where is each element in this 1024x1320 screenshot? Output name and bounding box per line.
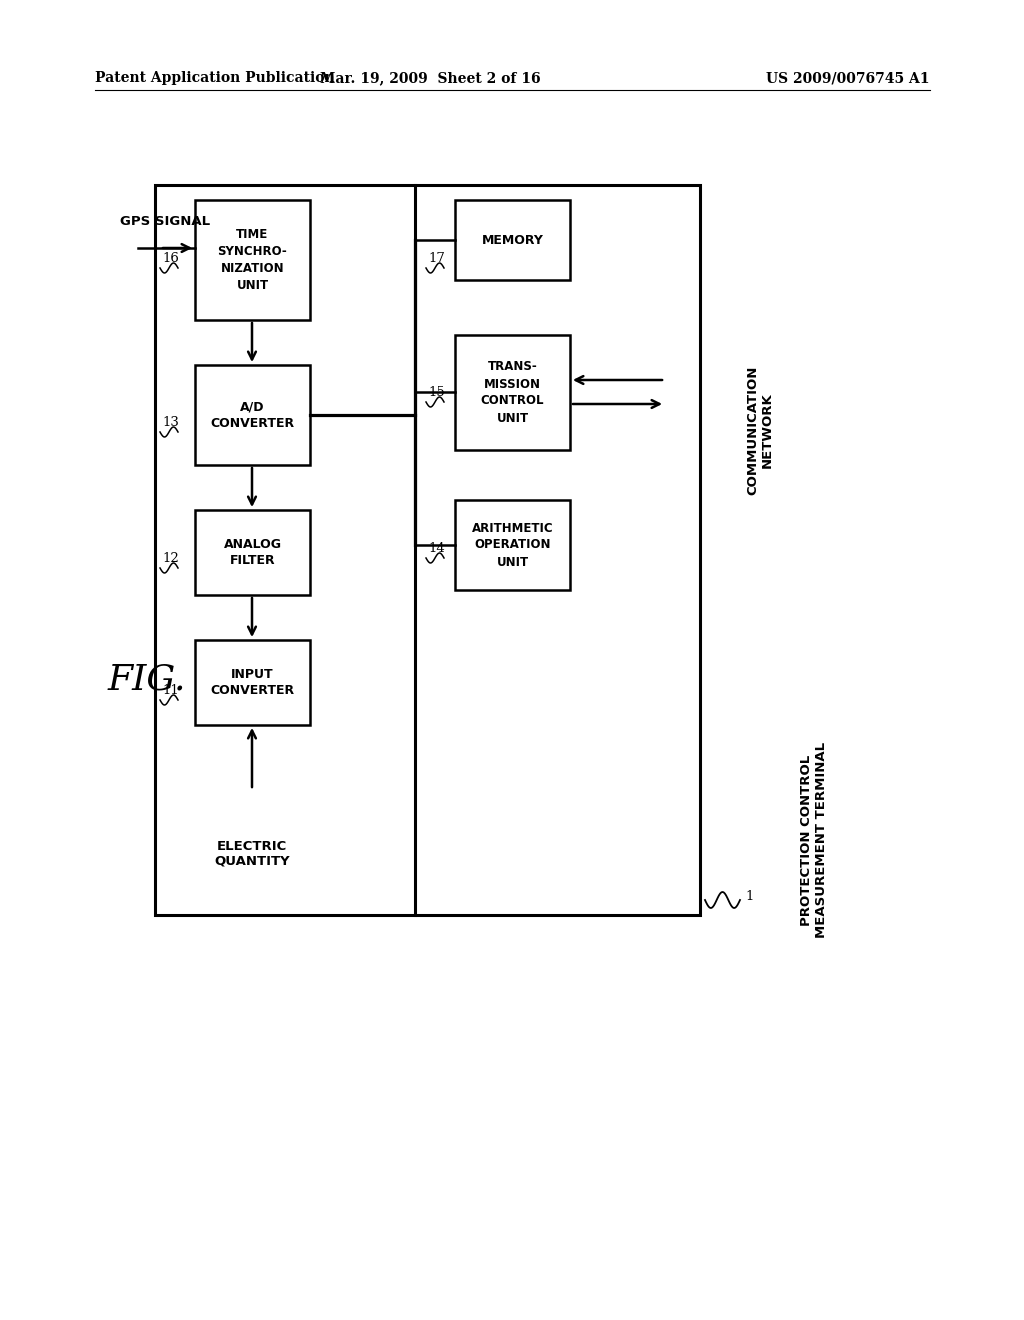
Bar [195,640,310,725]
Text: 1: 1 [745,890,754,903]
Text: A/D
CONVERTER: A/D CONVERTER [211,400,295,430]
Bar [155,185,700,915]
Text: 14: 14 [428,541,444,554]
Text: 17: 17 [428,252,444,264]
Text: PROTECTION CONTROL
MEASUREMENT TERMINAL: PROTECTION CONTROL MEASUREMENT TERMINAL [800,742,828,939]
Bar [195,510,310,595]
Text: 13: 13 [162,416,179,429]
Text: ARITHMETIC
OPERATION
UNIT: ARITHMETIC OPERATION UNIT [472,521,553,569]
Text: TRANS-
MISSION
CONTROL
UNIT: TRANS- MISSION CONTROL UNIT [480,360,544,425]
Text: Patent Application Publication: Patent Application Publication [95,71,335,84]
Text: ANALOG
FILTER: ANALOG FILTER [223,537,282,568]
Text: MEMORY: MEMORY [481,234,544,247]
Text: GPS SIGNAL: GPS SIGNAL [120,215,210,228]
Text: FIG. 2: FIG. 2 [108,663,221,697]
Text: COMMUNICATION
NETWORK: COMMUNICATION NETWORK [746,366,774,495]
Bar [195,366,310,465]
Text: 11: 11 [162,684,179,697]
Text: US 2009/0076745 A1: US 2009/0076745 A1 [767,71,930,84]
Bar [455,500,570,590]
Bar [455,335,570,450]
Text: INPUT
CONVERTER: INPUT CONVERTER [211,668,295,697]
Text: Mar. 19, 2009  Sheet 2 of 16: Mar. 19, 2009 Sheet 2 of 16 [319,71,541,84]
Text: 16: 16 [162,252,179,264]
Bar [455,201,570,280]
Text: ELECTRIC
QUANTITY: ELECTRIC QUANTITY [214,840,290,869]
Text: 15: 15 [428,385,444,399]
Text: TIME
SYNCHRO-
NIZATION
UNIT: TIME SYNCHRO- NIZATION UNIT [218,228,288,292]
Bar [195,201,310,319]
Text: 12: 12 [162,552,179,565]
